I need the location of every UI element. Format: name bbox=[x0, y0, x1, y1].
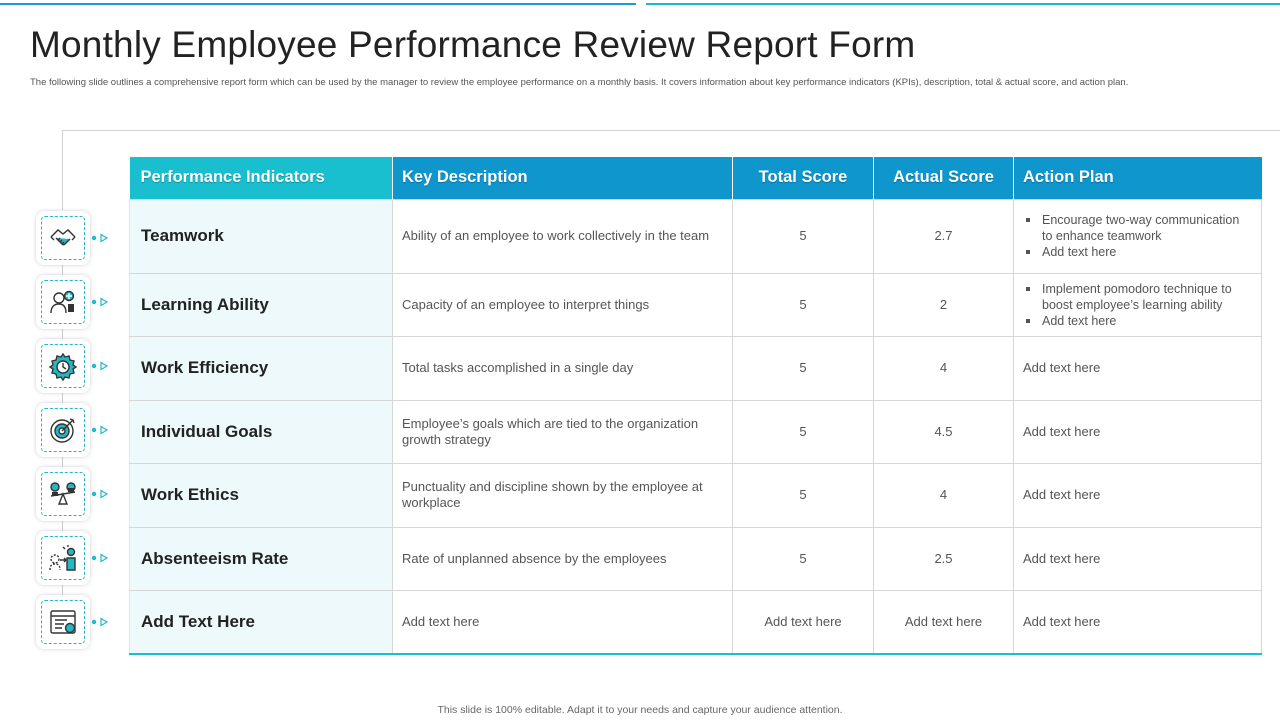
pointer-arrow-icon bbox=[91, 233, 109, 243]
action-plan-list: Encourage two-way communication to enhan… bbox=[1023, 212, 1252, 260]
pointer-arrow-icon bbox=[91, 297, 109, 307]
report-window-icon bbox=[50, 610, 76, 634]
top-accent-line-right bbox=[646, 3, 1280, 5]
performance-table: Performance Indicators Key Description T… bbox=[129, 157, 1262, 655]
frame-top-line bbox=[62, 130, 1280, 131]
key-description: Ability of an employee to work collectiv… bbox=[392, 198, 733, 274]
header-performance-indicators: Performance Indicators bbox=[129, 157, 393, 199]
pointer-arrow-icon bbox=[91, 361, 109, 371]
key-description: Total tasks accomplished in a single day bbox=[392, 335, 733, 401]
pointer-arrow-icon bbox=[91, 617, 109, 627]
table-row: Absenteeism Rate Rate of unplanned absen… bbox=[129, 526, 1262, 591]
pointer-arrow-icon bbox=[91, 553, 109, 563]
top-accent-line-left bbox=[0, 3, 636, 5]
table-row: Work Ethics Punctuality and discipline s… bbox=[129, 462, 1262, 528]
header-actual-score: Actual Score bbox=[873, 157, 1014, 199]
table-row: Teamwork Ability of an employee to work … bbox=[129, 198, 1262, 274]
header-action-plan: Action Plan bbox=[1013, 157, 1262, 199]
total-score: 5 bbox=[732, 198, 874, 274]
action-plan: Encourage two-way communication to enhan… bbox=[1013, 198, 1262, 274]
action-plan: Add text here bbox=[1013, 399, 1262, 464]
key-description: Employee’s goals which are tied to the o… bbox=[392, 399, 733, 464]
icon-row-add-text bbox=[34, 593, 114, 653]
gear-clock-icon bbox=[48, 352, 78, 381]
action-plan: Implement pomodoro technique to boost em… bbox=[1013, 272, 1262, 337]
action-plan-list: Implement pomodoro technique to boost em… bbox=[1023, 281, 1252, 329]
action-plan: Add text here bbox=[1013, 335, 1262, 401]
action-plan-item: Encourage two-way communication to enhan… bbox=[1023, 212, 1252, 244]
target-icon bbox=[50, 418, 75, 443]
icon-row-ethics bbox=[34, 465, 114, 525]
total-score: Add text here bbox=[732, 589, 874, 655]
total-score: 5 bbox=[732, 272, 874, 337]
actual-score: 2.7 bbox=[873, 198, 1014, 274]
actual-score: 2.5 bbox=[873, 526, 1014, 591]
actual-score: 4 bbox=[873, 335, 1014, 401]
action-plan-item: Add text here bbox=[1023, 244, 1252, 260]
indicator-name: Work Efficiency bbox=[129, 335, 393, 401]
action-plan: Add text here bbox=[1013, 462, 1262, 528]
key-description: Add text here bbox=[392, 589, 733, 655]
action-plan: Add text here bbox=[1013, 526, 1262, 591]
table-row: Add Text Here Add text here Add text her… bbox=[129, 589, 1262, 655]
indicator-name: Learning Ability bbox=[129, 272, 393, 337]
indicator-name: Add Text Here bbox=[129, 589, 393, 655]
learning-head-icon bbox=[50, 290, 75, 314]
pointer-arrow-icon bbox=[91, 489, 109, 499]
table-row: Learning Ability Capacity of an employee… bbox=[129, 272, 1262, 337]
footer-note: This slide is 100% editable. Adapt it to… bbox=[437, 704, 843, 716]
key-description: Punctuality and discipline shown by the … bbox=[392, 462, 733, 528]
icon-row-learning bbox=[34, 273, 114, 333]
table-row: Individual Goals Employee’s goals which … bbox=[129, 399, 1262, 464]
handshake-icon bbox=[50, 229, 76, 246]
indicator-name: Absenteeism Rate bbox=[129, 526, 393, 591]
header-key-description: Key Description bbox=[392, 157, 733, 199]
pointer-arrow-icon bbox=[91, 425, 109, 435]
action-plan-item: Add text here bbox=[1023, 313, 1252, 329]
balance-scale-icon bbox=[50, 482, 76, 505]
icon-row-efficiency bbox=[34, 337, 114, 397]
table-header-row: Performance Indicators Key Description T… bbox=[129, 157, 1262, 199]
actual-score: Add text here bbox=[873, 589, 1014, 655]
action-plan: Add text here bbox=[1013, 589, 1262, 655]
total-score: 5 bbox=[732, 462, 874, 528]
actual-score: 4 bbox=[873, 462, 1014, 528]
frame-left-line bbox=[62, 130, 63, 210]
table-row: Work Efficiency Total tasks accomplished… bbox=[129, 335, 1262, 401]
icon-row-teamwork bbox=[34, 209, 114, 269]
header-total-score: Total Score bbox=[732, 157, 874, 199]
total-score: 5 bbox=[732, 335, 874, 401]
action-plan-item: Implement pomodoro technique to boost em… bbox=[1023, 281, 1252, 313]
absent-person-icon bbox=[49, 545, 76, 571]
key-description: Capacity of an employee to interpret thi… bbox=[392, 272, 733, 337]
indicator-name: Teamwork bbox=[129, 198, 393, 274]
indicator-name: Work Ethics bbox=[129, 462, 393, 528]
total-score: 5 bbox=[732, 399, 874, 464]
actual-score: 2 bbox=[873, 272, 1014, 337]
actual-score: 4.5 bbox=[873, 399, 1014, 464]
page-title: Monthly Employee Performance Review Repo… bbox=[30, 24, 916, 65]
icon-row-goals bbox=[34, 401, 114, 461]
indicator-name: Individual Goals bbox=[129, 399, 393, 464]
icon-row-absenteeism bbox=[34, 529, 114, 589]
total-score: 5 bbox=[732, 526, 874, 591]
page-subtitle: The following slide outlines a comprehen… bbox=[30, 77, 1129, 88]
key-description: Rate of unplanned absence by the employe… bbox=[392, 526, 733, 591]
